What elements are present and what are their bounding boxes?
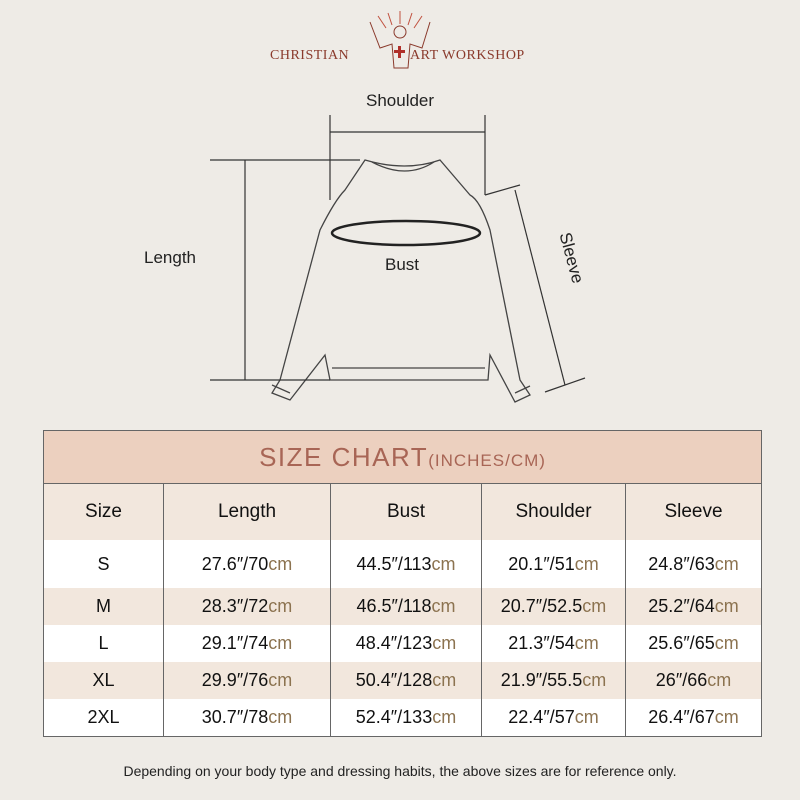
table-cell: 26.4″/67cm bbox=[624, 699, 763, 737]
jesus-icon bbox=[369, 11, 431, 69]
table-cell: 20.1″/51cm bbox=[481, 540, 626, 588]
column-header: Length bbox=[163, 483, 331, 540]
size-chart-table: SIZE CHART(INCHES/CM) Size Length Bust Shou… bbox=[42, 430, 763, 737]
table-cell: 20.7″/52.5cm bbox=[481, 588, 626, 625]
column-header: Size bbox=[43, 483, 164, 540]
table-cell: 21.3″/54cm bbox=[481, 625, 626, 662]
table-cell: 24.8″/63cm bbox=[624, 540, 763, 588]
table-cell: 21.9″/55.5cm bbox=[481, 662, 626, 699]
table-cell: 48.4″/123cm bbox=[330, 625, 482, 662]
column-header: Sleeve bbox=[624, 483, 763, 540]
table-cell: 50.4″/128cm bbox=[330, 662, 482, 699]
table-cell: 2XL bbox=[43, 699, 164, 737]
table-row: S 27.6″/70cm 44.5″/113cm 20.1″/51cm 24.8″/63… bbox=[43, 540, 763, 588]
table-row: L 29.1″/74cm 48.4″/123cm 21.3″/54cm 25.6″/65… bbox=[43, 625, 763, 662]
table-cell: 22.4″/57cm bbox=[481, 699, 626, 737]
shoulder-label: Shoulder bbox=[366, 91, 435, 110]
table-cell: 27.6″/70cm bbox=[163, 540, 331, 588]
table-cell: 28.3″/72cm bbox=[163, 588, 331, 625]
table-cell: M bbox=[43, 588, 164, 625]
sweatshirt-diagram bbox=[210, 115, 586, 403]
table-row: M 28.3″/72cm 46.5″/118cm 20.7″/52.5cm 25.2″/… bbox=[43, 588, 763, 625]
size-chart-title: SIZE CHART(INCHES/CM) bbox=[42, 430, 763, 484]
table-cell: 30.7″/78cm bbox=[163, 699, 331, 737]
table-cell: XL bbox=[43, 662, 164, 699]
brand-logo: CHRISTIAN ART WORKSHOP bbox=[262, 10, 538, 70]
brand-left: CHRISTIAN bbox=[270, 48, 350, 63]
column-header: Bust bbox=[330, 483, 482, 540]
column-header: Shoulder bbox=[481, 483, 626, 540]
length-label: Length bbox=[144, 248, 196, 267]
table-cell: 25.2″/64cm bbox=[624, 588, 763, 625]
table-cell: 29.1″/74cm bbox=[163, 625, 331, 662]
table-row: 2XL 30.7″/78cm 52.4″/133cm 22.4″/57cm 26.4″/… bbox=[43, 699, 763, 737]
brand-right: ART WORKSHOP bbox=[410, 48, 525, 63]
table-cell: 52.4″/133cm bbox=[330, 699, 482, 737]
table-row: XL 29.9″/76cm 50.4″/128cm 21.9″/55.5cm 26″/6… bbox=[43, 662, 763, 699]
table-cell: 29.9″/76cm bbox=[163, 662, 331, 699]
bust-label: Bust bbox=[385, 255, 420, 274]
table-cell: 46.5″/118cm bbox=[330, 588, 482, 625]
table-cell: L bbox=[43, 625, 164, 662]
disclaimer-note: Depending on your body type and dressing… bbox=[123, 763, 677, 779]
table-cell: 26″/66cm bbox=[624, 662, 763, 699]
table-cell: 44.5″/113cm bbox=[330, 540, 482, 588]
table-cell: 25.6″/65cm bbox=[624, 625, 763, 662]
table-cell: S bbox=[43, 540, 164, 588]
